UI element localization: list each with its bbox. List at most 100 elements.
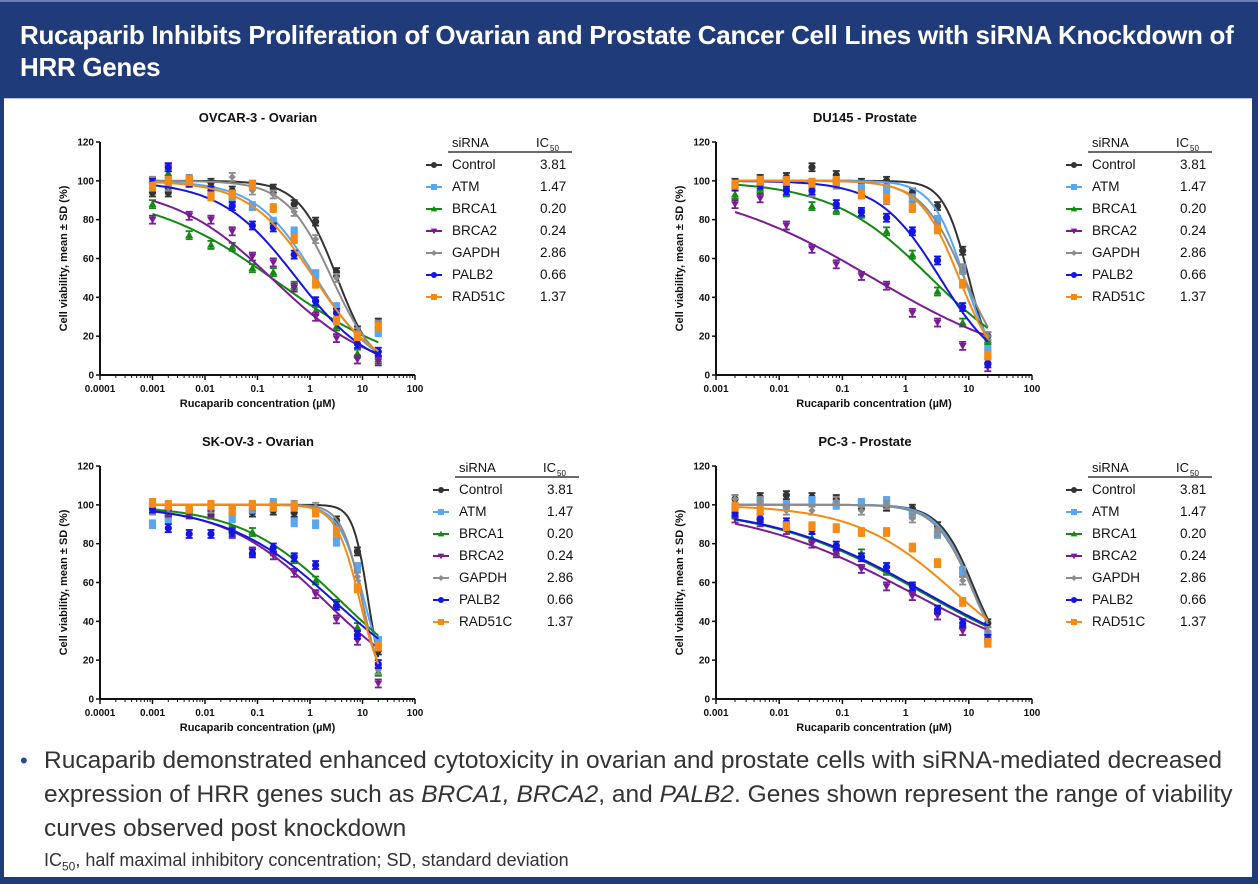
data-point (933, 319, 942, 327)
gene-palb2: PALB2 (659, 781, 735, 808)
series-gapdh (731, 175, 992, 342)
data-point (312, 509, 320, 517)
data-point (908, 582, 916, 590)
data-point (207, 216, 215, 224)
data-point (311, 591, 320, 599)
legend-marker-icon (430, 228, 438, 235)
data-point (908, 543, 916, 552)
legend-marker-icon (430, 205, 438, 212)
legend-marker-icon (1071, 184, 1077, 190)
legend-entry: GAPDH 2.86 (433, 570, 573, 585)
legend-entry: GAPDH 2.86 (1066, 245, 1206, 260)
data-point (882, 185, 891, 193)
legend-entry: BRCA1 0.20 (1066, 201, 1206, 216)
legend-marker-icon (431, 272, 437, 278)
y-tick-label: 100 (77, 500, 94, 511)
legend-marker-icon (431, 162, 437, 168)
data-point (984, 359, 992, 367)
data-point (353, 584, 362, 592)
data-point (832, 550, 841, 558)
data-point (808, 497, 816, 505)
fit-curve (734, 505, 989, 621)
legend-header-ic50-sub: 50 (550, 144, 559, 153)
y-tick-label: 20 (83, 332, 95, 343)
series-palb2 (148, 503, 382, 669)
data-point (731, 190, 739, 198)
legend-entry: Control 3.81 (433, 482, 573, 497)
fit-curve (152, 503, 380, 658)
legend-marker-icon (437, 530, 445, 537)
legend-ic50-value: 1.37 (1180, 289, 1206, 304)
legend-label: ATM (452, 179, 480, 194)
data-point (164, 514, 172, 523)
y-tick-label: 0 (88, 371, 94, 382)
legend-marker-icon (1070, 228, 1078, 235)
data-point (958, 318, 967, 326)
data-point (332, 602, 341, 610)
legend-ic50-value: 2.86 (547, 570, 573, 585)
data-point (185, 177, 193, 185)
legend-marker-icon (1071, 162, 1077, 168)
legend-entry: BRCA1 0.20 (426, 201, 566, 216)
data-point (332, 317, 341, 325)
x-tick-label: 0.001 (140, 708, 165, 719)
legend-ic50-value: 2.86 (1180, 245, 1206, 260)
legend-ic50-value: 1.47 (1180, 179, 1206, 194)
x-axis-label: Rucaparib concentration (µM) (180, 722, 336, 734)
x-tick-label: 10 (963, 384, 975, 395)
data-point (207, 240, 215, 248)
fit-curve (152, 199, 379, 355)
legend-marker-icon (1071, 250, 1077, 256)
data-point (248, 528, 257, 535)
data-point (332, 303, 341, 311)
y-tick-label: 0 (704, 695, 710, 706)
legend-label: GAPDH (452, 245, 500, 260)
legend-ic50-value: 0.20 (1180, 526, 1206, 541)
y-axis-label: Cell viability, mean ± SD (%) (674, 185, 686, 331)
data-point (290, 553, 298, 561)
series-rad51c (731, 501, 992, 648)
fit-curve (152, 503, 380, 650)
legend-header-sirna: siRNA (459, 460, 496, 475)
data-point (756, 497, 764, 505)
chart-panel: OVCAR-3 - Ovarian 0 20 40 60 80 100 120 0.0001 0.… (58, 110, 572, 410)
data-point (228, 190, 236, 199)
data-point (984, 351, 992, 360)
legend-ic50-value: 3.81 (540, 157, 566, 172)
legend-entry: ATM 1.47 (426, 179, 566, 194)
bullet-text-sep (510, 781, 517, 808)
legend-entry: RAD51C 1.37 (1066, 289, 1206, 304)
y-tick-label: 80 (699, 539, 711, 550)
data-point (332, 335, 341, 343)
fit-curve (735, 503, 989, 623)
data-point (908, 593, 917, 601)
data-point (857, 208, 866, 216)
data-point (782, 491, 791, 499)
legend-header-ic50: IC (1176, 460, 1189, 475)
y-tick-label: 100 (693, 500, 710, 511)
chart-title: OVCAR-3 - Ovarian (199, 110, 318, 125)
legend-entry: RAD51C 1.37 (433, 614, 573, 629)
x-tick-label: 1 (307, 384, 313, 395)
y-tick-label: 80 (699, 215, 711, 226)
data-point (959, 247, 967, 255)
data-point (782, 186, 791, 195)
legend-ic50-value: 0.24 (1180, 223, 1207, 238)
data-point (228, 242, 237, 250)
data-point (207, 501, 215, 509)
data-point (312, 235, 320, 243)
y-tick-label: 20 (699, 332, 711, 343)
legend-entry: PALB2 0.66 (1066, 592, 1206, 607)
data-point (353, 332, 362, 340)
y-tick-label: 80 (83, 215, 95, 226)
x-tick-label: 0.0001 (85, 708, 116, 719)
data-point (185, 530, 193, 538)
data-point (959, 303, 967, 311)
legend-ic50-value: 0.20 (540, 201, 566, 216)
legend-marker-icon (1071, 272, 1077, 278)
legend-ic50-value: 1.47 (547, 504, 573, 519)
y-tick-label: 120 (77, 138, 94, 149)
legend-ic50-value: 1.47 (540, 179, 566, 194)
bottom-border (0, 877, 1258, 884)
